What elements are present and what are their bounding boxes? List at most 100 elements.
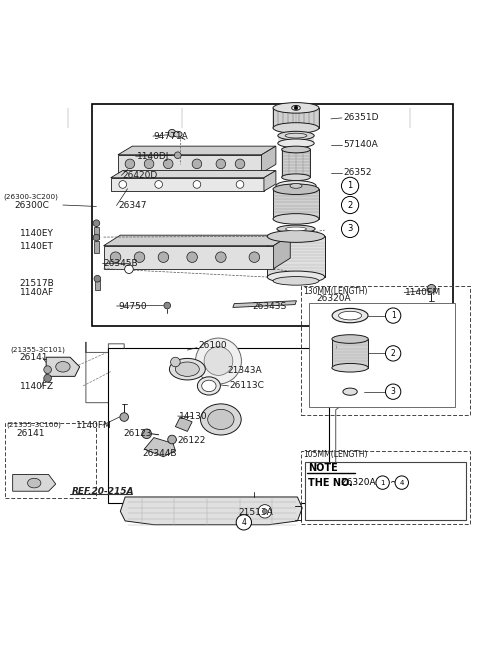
Ellipse shape [273, 102, 319, 113]
Text: 3: 3 [391, 387, 396, 396]
Circle shape [236, 514, 252, 530]
Circle shape [144, 159, 154, 169]
Bar [332, 339, 368, 368]
Text: 130MM(LENGTH): 130MM(LENGTH) [304, 286, 368, 296]
Bar [94, 241, 99, 253]
Polygon shape [111, 171, 276, 178]
Circle shape [385, 346, 401, 361]
Circle shape [125, 265, 133, 273]
Ellipse shape [169, 359, 205, 380]
Circle shape [170, 357, 180, 367]
Text: 26320A: 26320A [317, 294, 351, 304]
Text: (21355-3C100): (21355-3C100) [6, 422, 61, 428]
Text: 21517B: 21517B [20, 279, 55, 288]
Ellipse shape [332, 308, 368, 323]
Polygon shape [233, 301, 297, 307]
Bar [305, 462, 467, 520]
Polygon shape [262, 146, 276, 173]
Text: 26141: 26141 [20, 353, 48, 362]
Text: (21355-3C101): (21355-3C101) [10, 346, 65, 353]
Text: 26123: 26123 [123, 429, 152, 438]
Circle shape [204, 347, 233, 375]
Ellipse shape [290, 183, 302, 189]
Ellipse shape [282, 174, 311, 181]
Polygon shape [175, 417, 192, 432]
Circle shape [110, 252, 121, 262]
Circle shape [427, 284, 436, 293]
Polygon shape [274, 235, 290, 269]
Ellipse shape [56, 361, 70, 372]
Polygon shape [144, 438, 175, 457]
Ellipse shape [202, 380, 216, 392]
Text: 1: 1 [380, 480, 385, 486]
Circle shape [119, 181, 127, 189]
Text: 21513A: 21513A [239, 508, 273, 517]
Ellipse shape [292, 106, 300, 110]
Polygon shape [111, 178, 264, 191]
Circle shape [44, 374, 51, 382]
Text: 26300C: 26300C [14, 200, 49, 210]
Bar [301, 451, 470, 524]
Text: 4: 4 [241, 518, 246, 527]
Text: 3: 3 [348, 225, 353, 233]
Circle shape [294, 106, 298, 110]
Text: 26344B: 26344B [143, 449, 177, 459]
Circle shape [193, 181, 201, 189]
Ellipse shape [332, 334, 368, 344]
Bar [310, 303, 456, 407]
Text: THE NO.: THE NO. [309, 478, 353, 487]
Circle shape [44, 366, 51, 373]
Circle shape [168, 129, 176, 137]
Ellipse shape [338, 311, 361, 320]
Circle shape [192, 159, 202, 169]
Text: 1: 1 [348, 181, 353, 191]
Text: 26352: 26352 [343, 168, 372, 177]
Bar [94, 227, 99, 238]
Text: 1140AF: 1140AF [20, 288, 54, 296]
Ellipse shape [277, 225, 315, 233]
Circle shape [376, 476, 389, 489]
Text: 94771A: 94771A [154, 131, 189, 141]
Circle shape [174, 152, 181, 158]
Ellipse shape [278, 139, 314, 148]
Ellipse shape [201, 404, 241, 435]
Bar [273, 189, 319, 219]
Text: 1140EM: 1140EM [405, 288, 442, 297]
Text: 26100: 26100 [198, 341, 227, 350]
Text: 26351D: 26351D [343, 114, 378, 122]
Polygon shape [46, 357, 80, 376]
Polygon shape [118, 146, 276, 155]
Bar [278, 135, 314, 143]
Text: 26347: 26347 [118, 201, 146, 210]
Ellipse shape [273, 277, 319, 285]
Ellipse shape [273, 184, 319, 194]
Circle shape [125, 159, 135, 169]
Circle shape [385, 384, 401, 399]
Text: 26343S: 26343S [252, 302, 286, 311]
Circle shape [142, 429, 152, 439]
Text: 94750: 94750 [118, 302, 146, 311]
Ellipse shape [282, 146, 311, 153]
Text: 1140FZ: 1140FZ [20, 382, 54, 392]
Bar [267, 237, 324, 277]
Circle shape [93, 234, 100, 241]
Circle shape [385, 308, 401, 323]
Circle shape [341, 196, 359, 214]
Bar [273, 108, 319, 128]
Text: 1140ET: 1140ET [20, 242, 54, 251]
Ellipse shape [343, 388, 357, 396]
Text: 26141: 26141 [16, 429, 45, 438]
Ellipse shape [332, 363, 368, 372]
Polygon shape [118, 155, 262, 173]
Circle shape [216, 252, 226, 262]
Polygon shape [12, 474, 56, 491]
Text: NOTE: NOTE [309, 463, 338, 473]
Polygon shape [120, 497, 302, 525]
Ellipse shape [173, 131, 182, 137]
Circle shape [395, 476, 408, 489]
Bar [282, 150, 311, 177]
Circle shape [164, 302, 170, 309]
Circle shape [168, 435, 176, 444]
Text: 21343A: 21343A [227, 366, 262, 374]
Text: REF.20-215A: REF.20-215A [72, 487, 134, 496]
